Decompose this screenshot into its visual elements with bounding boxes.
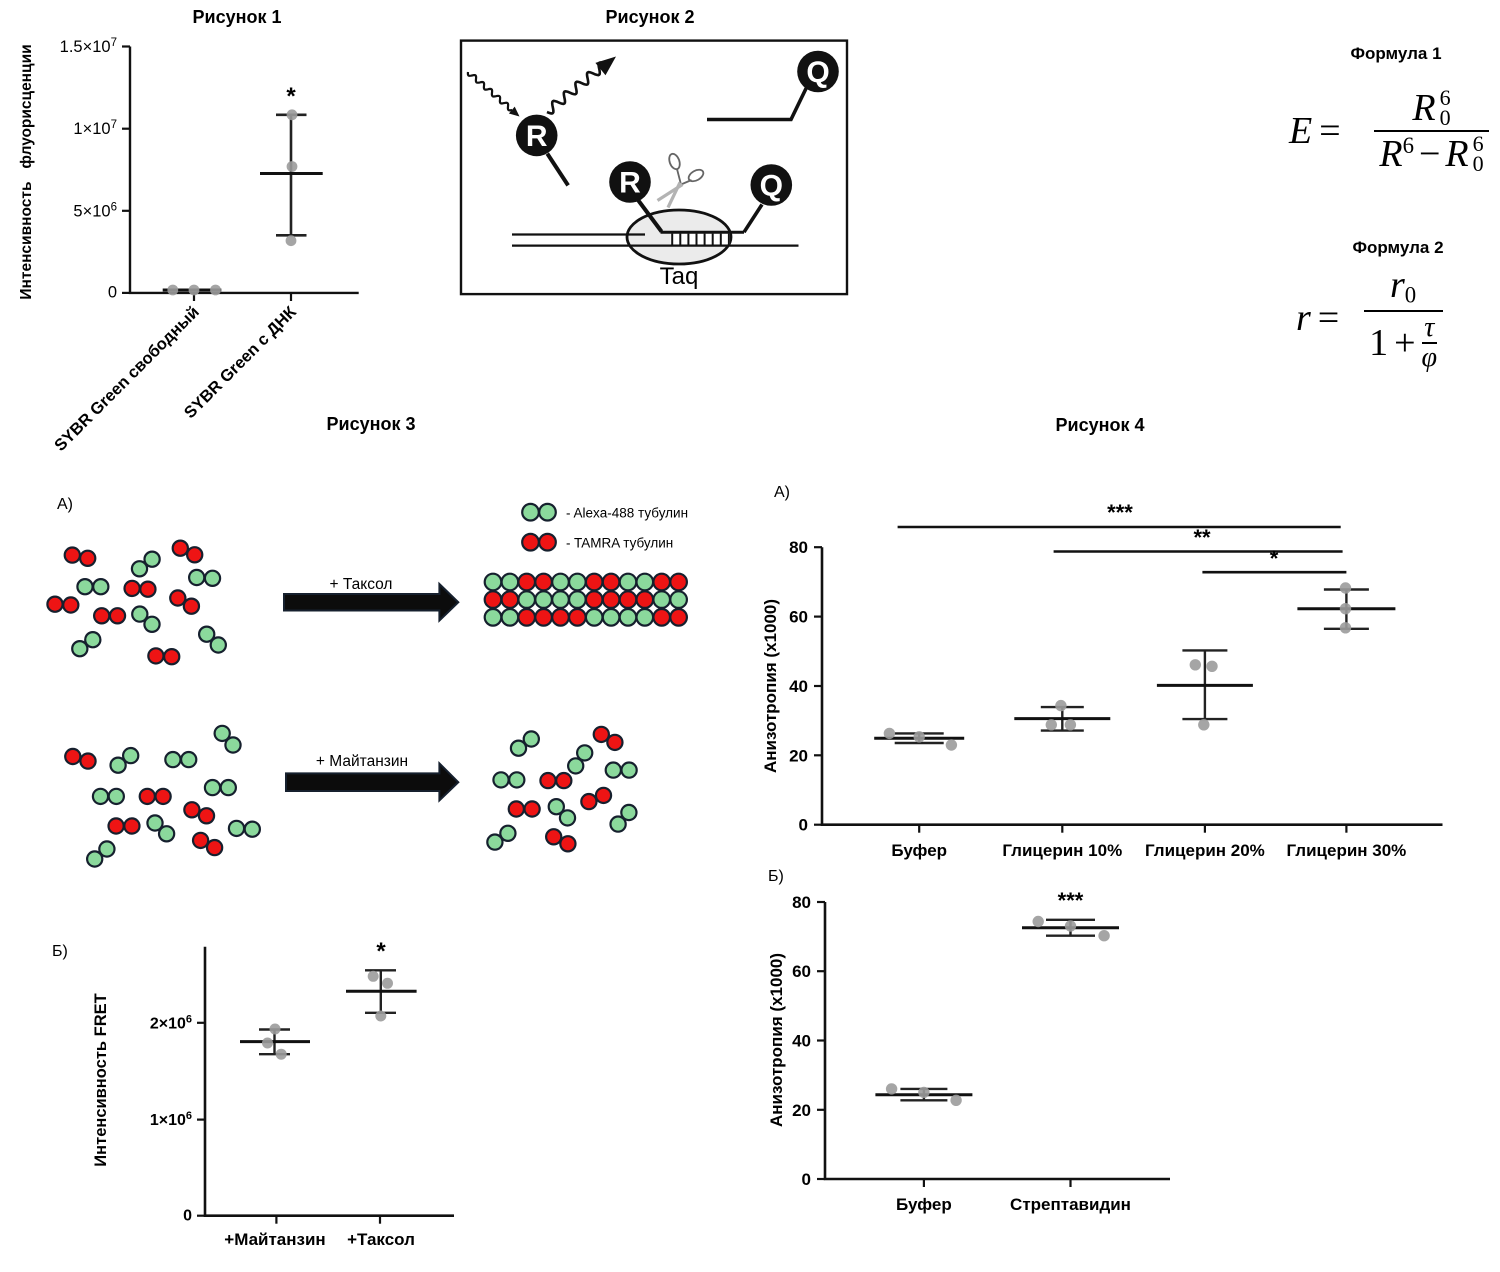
svg-text:Рисунок 3: Рисунок 3 bbox=[327, 414, 416, 434]
svg-text:0: 0 bbox=[183, 1208, 192, 1225]
svg-text:5×106: 5×106 bbox=[73, 201, 117, 220]
svg-text:0: 0 bbox=[108, 284, 117, 302]
svg-text:Q: Q bbox=[806, 56, 829, 89]
svg-text:Стрептавидин: Стрептавидин bbox=[1010, 1195, 1131, 1214]
svg-text:А): А) bbox=[774, 484, 790, 501]
svg-text:***: *** bbox=[1107, 500, 1133, 525]
svg-text:40: 40 bbox=[789, 677, 808, 696]
svg-text:60: 60 bbox=[792, 962, 811, 981]
svg-text:Буфер: Буфер bbox=[891, 841, 947, 860]
svg-text:**: ** bbox=[1193, 525, 1211, 550]
svg-text:Глицерин 20%: Глицерин 20% bbox=[1145, 841, 1265, 860]
svg-text:1×107: 1×107 bbox=[73, 119, 117, 138]
svg-text:Анизотропия (x1000): Анизотропия (x1000) bbox=[767, 953, 786, 1127]
svg-text:Q: Q bbox=[760, 170, 783, 203]
svg-text:Рисунок 2: Рисунок 2 bbox=[606, 7, 695, 27]
svg-text:40: 40 bbox=[792, 1032, 811, 1051]
svg-text:20: 20 bbox=[792, 1101, 811, 1120]
svg-text:- Alexa-488 тубулин: - Alexa-488 тубулин bbox=[566, 506, 688, 521]
svg-text:2×106: 2×106 bbox=[150, 1013, 192, 1032]
svg-text:+Таксол: +Таксол bbox=[347, 1230, 415, 1249]
svg-text:0: 0 bbox=[802, 1170, 811, 1189]
svg-text:Рисунок 1: Рисунок 1 bbox=[193, 7, 282, 27]
svg-text:80: 80 bbox=[789, 538, 808, 557]
svg-text:R: R bbox=[619, 167, 641, 200]
svg-text:Рисунок 4: Рисунок 4 bbox=[1056, 415, 1145, 435]
svg-text:*: * bbox=[1270, 546, 1279, 571]
svg-text:- TAMRA тубулин: - TAMRA тубулин bbox=[566, 536, 673, 551]
svg-text:Taq: Taq bbox=[660, 263, 699, 290]
svg-text:Формула 2: Формула 2 bbox=[1352, 238, 1443, 257]
svg-text:*: * bbox=[286, 83, 296, 110]
svg-text:А): А) bbox=[57, 496, 73, 513]
svg-text:Глицерин 10%: Глицерин 10% bbox=[1002, 841, 1122, 860]
svg-text:SYBR Green с ДНК: SYBR Green с ДНК bbox=[181, 302, 301, 422]
svg-text:60: 60 bbox=[789, 608, 808, 627]
svg-text:+ Майтанзин: + Майтанзин bbox=[316, 753, 408, 770]
svg-text:80: 80 bbox=[792, 893, 811, 912]
svg-text:0: 0 bbox=[799, 816, 808, 835]
svg-text:+ Таксол: + Таксол bbox=[330, 576, 393, 593]
svg-text:1.5×107: 1.5×107 bbox=[60, 37, 117, 56]
svg-text:R: R bbox=[526, 120, 548, 153]
svg-text:Интенсивность FRET: Интенсивность FRET bbox=[92, 993, 110, 1166]
svg-text:1×106: 1×106 bbox=[150, 1110, 192, 1129]
svg-text:Интенсивность флуорисценции: Интенсивность флуорисценции bbox=[18, 44, 35, 299]
svg-text:Формула 1: Формула 1 bbox=[1350, 44, 1441, 63]
svg-text:SYBR Green свободный: SYBR Green свободный bbox=[51, 303, 203, 455]
svg-text:+Майтанзин: +Майтанзин bbox=[224, 1230, 325, 1249]
svg-text:Анизотропия (x1000): Анизотропия (x1000) bbox=[761, 599, 780, 773]
svg-text:*: * bbox=[376, 938, 386, 965]
svg-text:Буфер: Буфер bbox=[896, 1195, 952, 1214]
svg-text:Б): Б) bbox=[52, 943, 68, 960]
svg-text:Глицерин 30%: Глицерин 30% bbox=[1287, 841, 1407, 860]
svg-text:Б): Б) bbox=[768, 868, 784, 885]
svg-text:***: *** bbox=[1058, 888, 1084, 913]
svg-text:20: 20 bbox=[789, 746, 808, 765]
